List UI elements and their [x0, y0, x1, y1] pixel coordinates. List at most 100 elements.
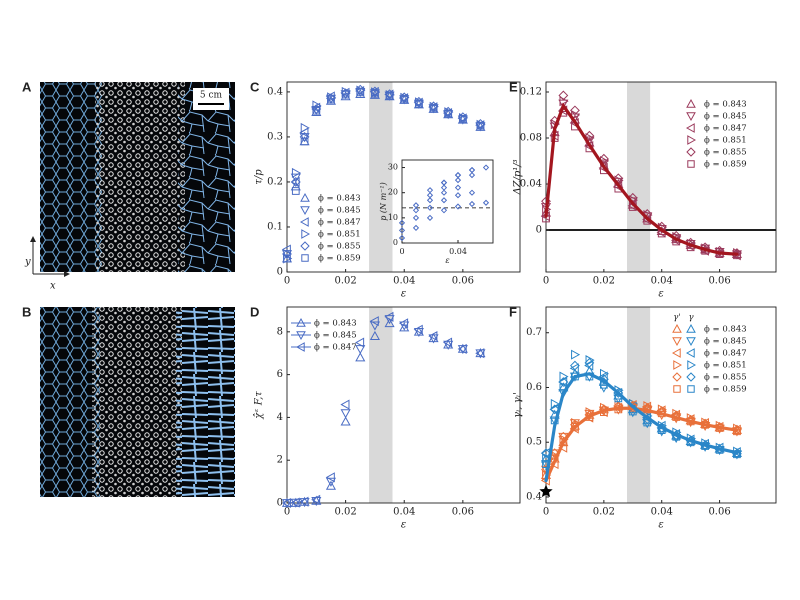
x-axis-label: ε [401, 520, 406, 531]
legend-marker [296, 331, 306, 341]
axes-frame [286, 306, 521, 504]
axis-label: y [24, 257, 31, 268]
marker [281, 499, 293, 509]
legend-header: γ [688, 313, 694, 323]
legend-marker [673, 385, 681, 393]
marker [400, 95, 409, 104]
marker [570, 105, 580, 116]
legend-marker [672, 372, 682, 382]
y-tick-label: 10 [388, 213, 398, 222]
marker [398, 227, 406, 234]
legend-marker [295, 342, 305, 352]
panel-label: E [509, 79, 518, 94]
x-tick-label: 0 [543, 507, 549, 518]
x-axis-label: ε [401, 289, 406, 300]
axes-frame [545, 306, 777, 504]
y-tick-label: 0.4 [267, 86, 283, 97]
marker [440, 189, 448, 196]
legend-marker [686, 323, 696, 333]
legend-marker [686, 337, 696, 347]
y-tick-label: 0.3 [267, 131, 283, 142]
legend-marker [296, 317, 306, 327]
marker [570, 360, 580, 371]
scale-bar-label: 5 cm [200, 91, 223, 101]
foam-image-b [40, 307, 235, 497]
marker [733, 427, 741, 436]
marker [290, 173, 301, 183]
legend-marker [300, 241, 310, 251]
marker [426, 192, 434, 199]
panel-label: F [509, 304, 517, 319]
y-tick-label: 20 [388, 188, 398, 197]
marker [312, 106, 321, 115]
chart: 0 0.02 0.04 0.06 0 2 4 6 8 ε χ̂ᵋ F,τ Dϕ = 0.843 ϕ = … [250, 304, 521, 531]
marker [715, 424, 724, 432]
marker [412, 207, 420, 214]
legend-marker [671, 348, 681, 358]
legend-label: ϕ = 0.843 [318, 194, 361, 204]
marker [558, 90, 569, 101]
marker [384, 315, 395, 325]
legend-label: ϕ = 0.859 [704, 160, 747, 170]
marker [325, 480, 337, 490]
legend-label: ϕ = 0.855 [704, 148, 747, 158]
marker [458, 115, 467, 123]
legend-marker [685, 348, 695, 358]
marker [549, 404, 560, 415]
marker [290, 176, 300, 188]
marker [686, 417, 695, 426]
marker [385, 92, 394, 100]
axes-frame [545, 81, 777, 273]
legend-label: ϕ = 0.847 [704, 349, 747, 359]
axes-frame [401, 159, 494, 244]
marker [291, 167, 302, 178]
marker [468, 171, 476, 179]
y-tick-label: 0.1 [267, 221, 283, 232]
marker [282, 249, 292, 259]
legend-header: γ' [673, 313, 680, 323]
legend-label: ϕ = 0.847 [318, 218, 361, 228]
marker [550, 134, 559, 142]
marker [283, 254, 291, 263]
marker [311, 494, 321, 505]
marker [413, 324, 423, 335]
marker [598, 153, 609, 164]
marker [327, 95, 335, 104]
legend-label: ϕ = 0.855 [318, 242, 361, 252]
y-tick-label: 0.2 [267, 176, 283, 187]
marker [584, 130, 595, 141]
marker [412, 214, 420, 221]
y-tick-label: 0.08 [520, 133, 542, 144]
marker [369, 330, 380, 340]
marker [290, 181, 301, 191]
x-tick-label: 0.04 [393, 507, 415, 518]
shaded-band [627, 82, 651, 272]
x-tick-label: 0.02 [593, 276, 615, 287]
x-axis-label: ε [658, 520, 663, 531]
marker [733, 251, 741, 260]
marker [355, 352, 366, 362]
x-tick-label: 0 [284, 507, 290, 518]
axes-frame [286, 81, 521, 273]
y-axis-label: χ̂ᵋ F,τ [254, 391, 265, 420]
legend-marker [301, 254, 309, 262]
marker [482, 164, 490, 171]
legend-label: ϕ = 0.847 [704, 124, 747, 134]
x-tick-label: 0 [543, 276, 549, 287]
marker [384, 311, 394, 322]
marker [598, 371, 608, 382]
x-tick-label: 0 [399, 247, 404, 256]
y-tick-label: 0.6 [526, 382, 542, 393]
x-tick-label: 0.06 [708, 276, 730, 287]
legend-label: ϕ = 0.845 [314, 331, 357, 341]
marker [686, 438, 695, 447]
marker [701, 420, 709, 429]
marker [584, 357, 595, 368]
shaded-band [369, 307, 393, 503]
y-tick-label: 0 [393, 238, 398, 247]
marker [457, 343, 467, 354]
marker [569, 363, 579, 374]
y-tick-label: 0.04 [520, 179, 542, 190]
marker [714, 245, 725, 256]
